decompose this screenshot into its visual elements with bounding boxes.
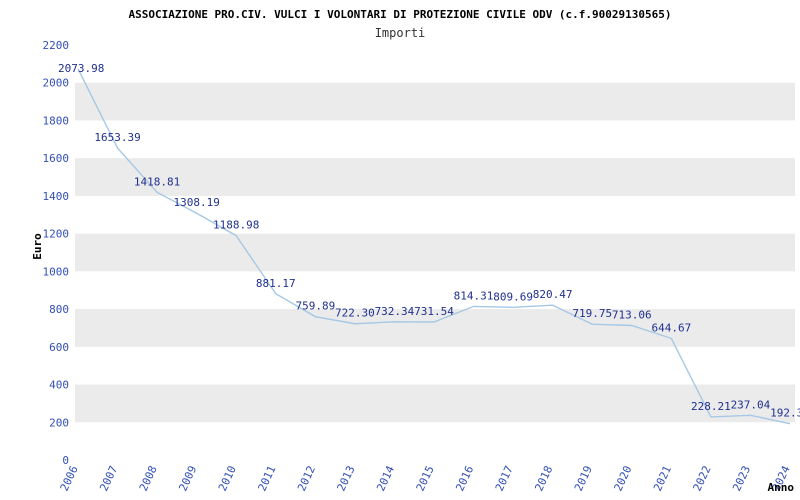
- x-tick-label: 2008: [137, 464, 160, 494]
- x-tick-label: 2021: [651, 464, 674, 494]
- y-tick-label: 1400: [43, 190, 70, 203]
- data-point-label: 881.17: [256, 277, 296, 290]
- data-point-label: 644.67: [651, 321, 691, 334]
- data-point-label: 759.89: [295, 300, 335, 313]
- x-tick-label: 2009: [176, 464, 199, 494]
- data-point-label: 1418.81: [134, 175, 180, 188]
- data-point-label: 2073.98: [58, 62, 104, 75]
- chart-title: ASSOCIAZIONE PRO.CIV. VULCI I VOLONTARI …: [128, 8, 672, 21]
- data-point-label: 722.30: [335, 307, 375, 320]
- x-tick-label: 2013: [335, 464, 358, 494]
- data-point-label: 731.54: [414, 305, 454, 318]
- x-tick-label: 2020: [612, 464, 635, 494]
- x-tick-label: 2007: [97, 464, 120, 494]
- data-point-label: 1653.39: [94, 131, 140, 144]
- data-point-label: 732.34: [375, 305, 415, 318]
- y-tick-label: 1600: [43, 152, 70, 165]
- data-point-label: 1308.19: [173, 196, 219, 209]
- data-point-label: 814.31: [454, 289, 494, 302]
- x-tick-label: 2014: [374, 463, 397, 493]
- background-band: [75, 82, 795, 121]
- data-point-label: 719.75: [572, 307, 612, 320]
- y-tick-label: 800: [49, 303, 69, 316]
- chart-subtitle: Importi: [374, 26, 426, 40]
- data-point-label: 809.69: [493, 290, 533, 303]
- x-tick-label: 2023: [730, 464, 753, 494]
- background-band: [75, 384, 795, 423]
- y-tick-label: 2200: [43, 39, 70, 52]
- data-point-label: 713.06: [612, 308, 652, 321]
- y-tick-label: 600: [49, 341, 69, 354]
- x-tick-label: 2011: [256, 464, 279, 494]
- data-point-label: 1188.98: [213, 219, 259, 232]
- y-tick-label: 1000: [43, 265, 70, 278]
- y-tick-label: 2000: [43, 77, 70, 90]
- x-tick-label: 2015: [414, 464, 437, 494]
- data-point-label: 228.21: [691, 400, 731, 413]
- y-tick-label: 200: [49, 416, 69, 429]
- x-tick-label: 2018: [532, 464, 555, 494]
- series-line: [77, 68, 791, 425]
- y-tick-label: 1800: [43, 114, 70, 127]
- data-point-label: 237.04: [731, 398, 771, 411]
- x-tick-label: 2012: [295, 464, 318, 494]
- x-tick-label: 2022: [691, 464, 714, 494]
- x-tick-label: 2016: [453, 464, 476, 494]
- y-tick-label: 0: [62, 454, 69, 467]
- x-axis-title: Anno: [767, 481, 795, 494]
- x-tick-label: 2017: [493, 464, 516, 494]
- background-band: [75, 233, 795, 272]
- x-tick-label: 2010: [216, 464, 239, 494]
- y-tick-label: 1200: [43, 228, 70, 241]
- x-tick-label: 2019: [572, 464, 595, 494]
- y-axis-title: Euro: [30, 233, 44, 260]
- data-point-label: 192.30: [770, 407, 800, 420]
- data-point-label: 820.47: [533, 288, 573, 301]
- x-tick-label: 2006: [58, 464, 81, 494]
- background-band: [75, 309, 795, 347]
- background-band: [75, 158, 795, 196]
- y-tick-label: 400: [49, 379, 69, 392]
